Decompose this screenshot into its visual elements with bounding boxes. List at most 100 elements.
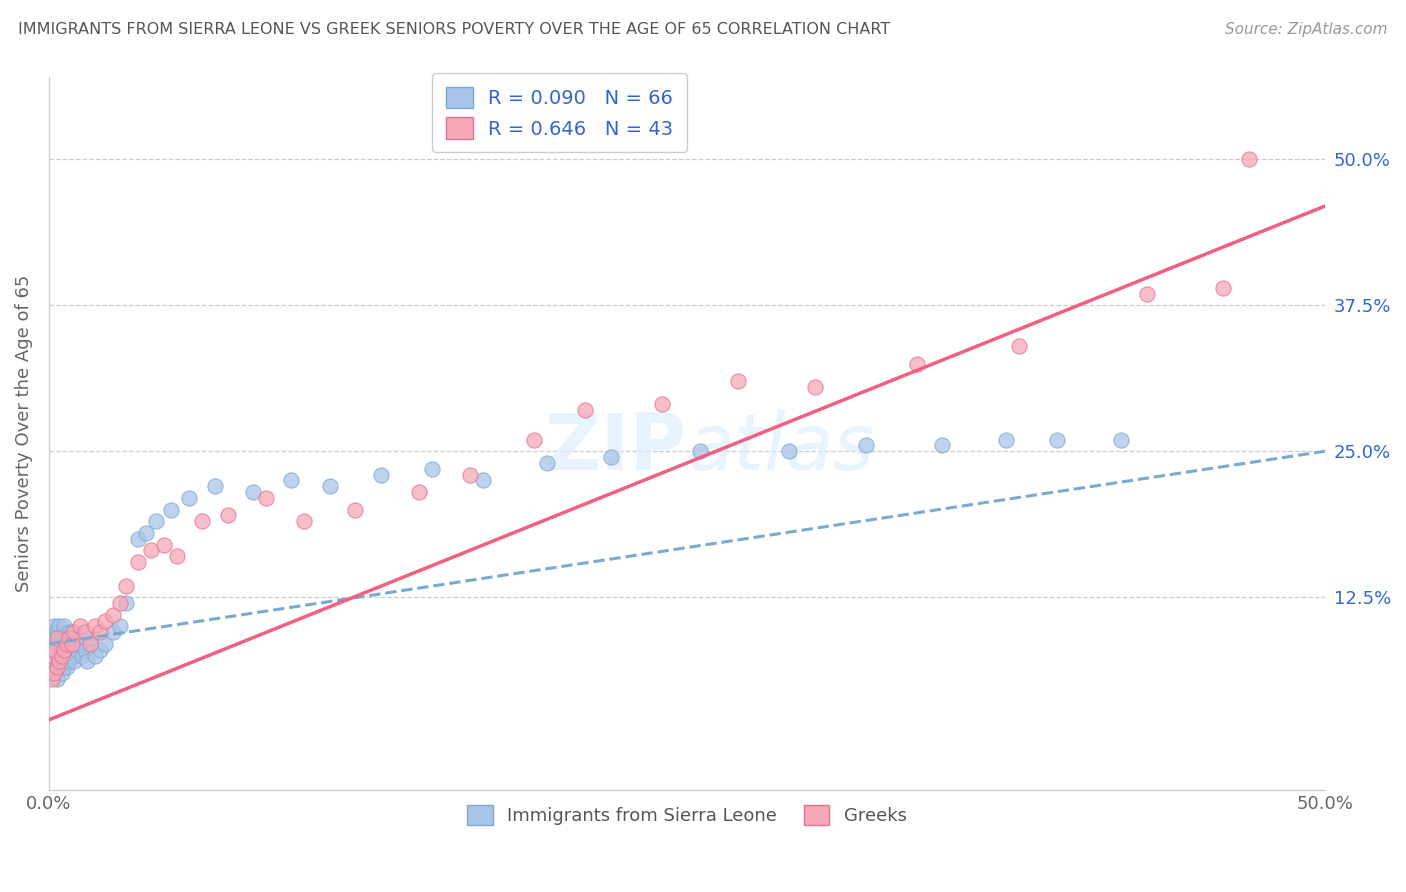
Point — [292, 514, 315, 528]
Text: Source: ZipAtlas.com: Source: ZipAtlas.com — [1225, 22, 1388, 37]
Point — [63, 625, 86, 640]
Text: ZIP: ZIP — [546, 410, 688, 486]
Point — [1008, 339, 1031, 353]
Y-axis label: Seniors Poverty Over the Age of 65: Seniors Poverty Over the Age of 65 — [15, 275, 32, 592]
Point — [51, 631, 73, 645]
Point — [408, 485, 430, 500]
Point — [41, 625, 63, 640]
Point — [153, 538, 176, 552]
Point — [51, 642, 73, 657]
Point — [48, 637, 70, 651]
Point — [41, 637, 63, 651]
Point — [58, 655, 80, 669]
Point — [51, 655, 73, 669]
Point — [139, 543, 162, 558]
Point — [63, 655, 86, 669]
Point — [84, 648, 107, 663]
Point — [58, 631, 80, 645]
Point — [689, 444, 711, 458]
Point — [1212, 281, 1234, 295]
Point — [41, 672, 63, 686]
Point — [727, 374, 749, 388]
Point — [254, 491, 277, 505]
Point — [56, 660, 79, 674]
Point — [242, 485, 264, 500]
Point — [60, 625, 83, 640]
Point — [48, 619, 70, 633]
Point — [217, 508, 239, 523]
Point — [66, 642, 89, 657]
Text: atlas: atlas — [688, 410, 875, 486]
Point — [89, 642, 111, 657]
Point — [48, 648, 70, 663]
Text: IMMIGRANTS FROM SIERRA LEONE VS GREEK SENIORS POVERTY OVER THE AGE OF 65 CORRELA: IMMIGRANTS FROM SIERRA LEONE VS GREEK SE… — [18, 22, 890, 37]
Point — [58, 625, 80, 640]
Point — [79, 631, 101, 645]
Point — [135, 525, 157, 540]
Point — [574, 403, 596, 417]
Point — [160, 502, 183, 516]
Point — [45, 637, 67, 651]
Point — [114, 578, 136, 592]
Point — [145, 514, 167, 528]
Point — [60, 648, 83, 663]
Point — [42, 655, 65, 669]
Point — [51, 666, 73, 681]
Point — [45, 631, 67, 645]
Point — [48, 655, 70, 669]
Point — [51, 648, 73, 663]
Point — [319, 479, 342, 493]
Point — [53, 619, 76, 633]
Point — [45, 648, 67, 663]
Point — [101, 607, 124, 622]
Point — [471, 474, 494, 488]
Point — [420, 461, 443, 475]
Point — [89, 625, 111, 640]
Point — [370, 467, 392, 482]
Point — [166, 549, 188, 564]
Point — [53, 660, 76, 674]
Point — [53, 648, 76, 663]
Point — [41, 660, 63, 674]
Point — [651, 397, 673, 411]
Point — [42, 666, 65, 681]
Point — [60, 637, 83, 651]
Point — [94, 614, 117, 628]
Point — [73, 625, 96, 640]
Point — [56, 637, 79, 651]
Point — [204, 479, 226, 493]
Point — [41, 648, 63, 663]
Point — [179, 491, 201, 505]
Point — [45, 660, 67, 674]
Point — [995, 433, 1018, 447]
Point — [458, 467, 481, 482]
Point — [855, 438, 877, 452]
Point — [127, 532, 149, 546]
Point — [53, 642, 76, 657]
Point — [42, 666, 65, 681]
Point — [73, 642, 96, 657]
Point — [56, 631, 79, 645]
Point — [42, 642, 65, 657]
Point — [45, 660, 67, 674]
Point — [41, 648, 63, 663]
Point — [905, 357, 928, 371]
Point — [931, 438, 953, 452]
Point — [69, 637, 91, 651]
Point — [1237, 152, 1260, 166]
Point — [42, 631, 65, 645]
Point — [101, 625, 124, 640]
Point — [76, 655, 98, 669]
Point — [84, 619, 107, 633]
Point — [536, 456, 558, 470]
Point — [79, 637, 101, 651]
Point — [63, 631, 86, 645]
Point — [778, 444, 800, 458]
Point — [69, 619, 91, 633]
Legend: Immigrants from Sierra Leone, Greeks: Immigrants from Sierra Leone, Greeks — [458, 797, 915, 834]
Point — [127, 555, 149, 569]
Point — [110, 619, 132, 633]
Point — [1109, 433, 1132, 447]
Point — [45, 672, 67, 686]
Point — [42, 619, 65, 633]
